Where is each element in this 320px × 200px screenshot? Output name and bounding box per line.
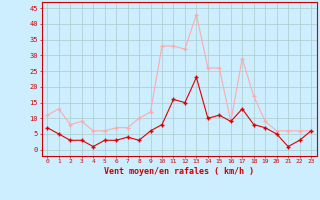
X-axis label: Vent moyen/en rafales ( km/h ): Vent moyen/en rafales ( km/h ) <box>104 167 254 176</box>
